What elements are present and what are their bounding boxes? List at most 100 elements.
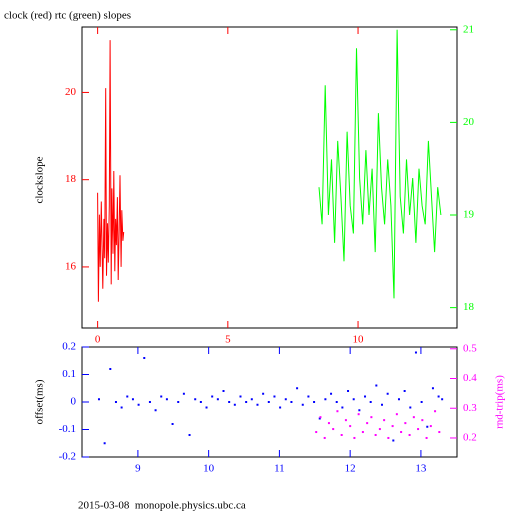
point: [421, 419, 424, 422]
point: [137, 403, 140, 406]
point: [414, 351, 417, 354]
point: [341, 406, 344, 409]
y2-tick-label: 18: [463, 301, 475, 313]
point: [222, 390, 225, 392]
point: [262, 392, 265, 395]
point: [284, 398, 287, 401]
point: [330, 392, 333, 395]
point: [332, 428, 335, 431]
point: [357, 413, 360, 416]
y-tick-label: 18: [65, 173, 77, 185]
point: [194, 398, 197, 401]
point: [425, 436, 428, 439]
x-tick-label: 0: [95, 334, 101, 346]
point: [177, 401, 180, 403]
point: [404, 422, 407, 425]
point: [245, 401, 248, 403]
point: [364, 395, 367, 398]
y2-tick-label: 0.2: [463, 432, 477, 444]
point: [378, 428, 381, 431]
point: [353, 436, 356, 439]
point: [97, 398, 100, 401]
point: [182, 392, 185, 395]
point: [417, 428, 420, 431]
point: [370, 416, 373, 419]
point: [397, 398, 400, 401]
footer: 2015-03-08 monopole.physics.ubc.ca: [78, 500, 246, 512]
point: [171, 423, 174, 425]
point: [327, 422, 330, 425]
point: [165, 398, 168, 401]
point: [228, 401, 231, 403]
point: [120, 406, 123, 409]
point: [290, 401, 293, 403]
point: [205, 406, 208, 409]
point: [279, 406, 282, 409]
point: [307, 395, 310, 398]
point: [420, 401, 423, 403]
point: [315, 431, 318, 434]
point: [347, 390, 350, 392]
point: [250, 398, 253, 401]
point: [412, 416, 415, 419]
point: [381, 403, 383, 406]
point: [114, 401, 117, 403]
point: [318, 417, 321, 420]
point: [386, 392, 389, 395]
point: [143, 357, 146, 359]
y-tick-label: 0.1: [62, 368, 76, 380]
point: [323, 436, 326, 439]
point: [126, 395, 129, 398]
point: [349, 425, 352, 428]
point: [391, 425, 394, 428]
y-tick-label: -0.1: [59, 423, 76, 435]
point: [267, 401, 270, 403]
point: [387, 436, 390, 439]
point: [324, 398, 327, 401]
x-tick-label: 5: [225, 334, 231, 346]
point: [296, 387, 299, 390]
y-tick-label: 16: [65, 260, 77, 272]
y2-tick-label: 19: [463, 209, 475, 221]
point: [340, 434, 343, 436]
y-axis-label: clockslope: [34, 156, 46, 203]
point: [361, 431, 364, 434]
point: [352, 398, 355, 401]
point: [408, 434, 411, 436]
point: [109, 368, 112, 370]
point: [366, 422, 369, 425]
point: [188, 434, 191, 436]
point: [369, 401, 372, 403]
point: [438, 431, 441, 434]
point: [103, 442, 106, 445]
y2-axis-label: rnd-trip(ms): [494, 375, 506, 429]
point: [148, 401, 151, 403]
plot-frame: [81, 26, 458, 329]
point: [426, 425, 429, 428]
point: [154, 409, 157, 412]
point: [160, 395, 163, 398]
point: [409, 406, 412, 409]
y2-tick-label: 0.5: [463, 342, 477, 354]
point: [216, 398, 219, 401]
point: [403, 390, 406, 392]
point: [392, 439, 395, 442]
x-tick-label: 9: [135, 463, 141, 475]
y-tick-label: 0.2: [62, 341, 76, 353]
y-tick-label: 0: [71, 396, 77, 408]
point: [233, 403, 236, 406]
point: [319, 416, 322, 419]
point: [431, 387, 434, 390]
point: [239, 395, 242, 398]
x-tick-label: 12: [345, 463, 356, 475]
point: [441, 398, 444, 401]
point: [434, 410, 437, 413]
point: [374, 434, 377, 436]
point: [131, 398, 134, 401]
point: [273, 395, 276, 398]
y-axis-label: offset(ms): [34, 379, 46, 424]
series-line: [97, 40, 125, 302]
